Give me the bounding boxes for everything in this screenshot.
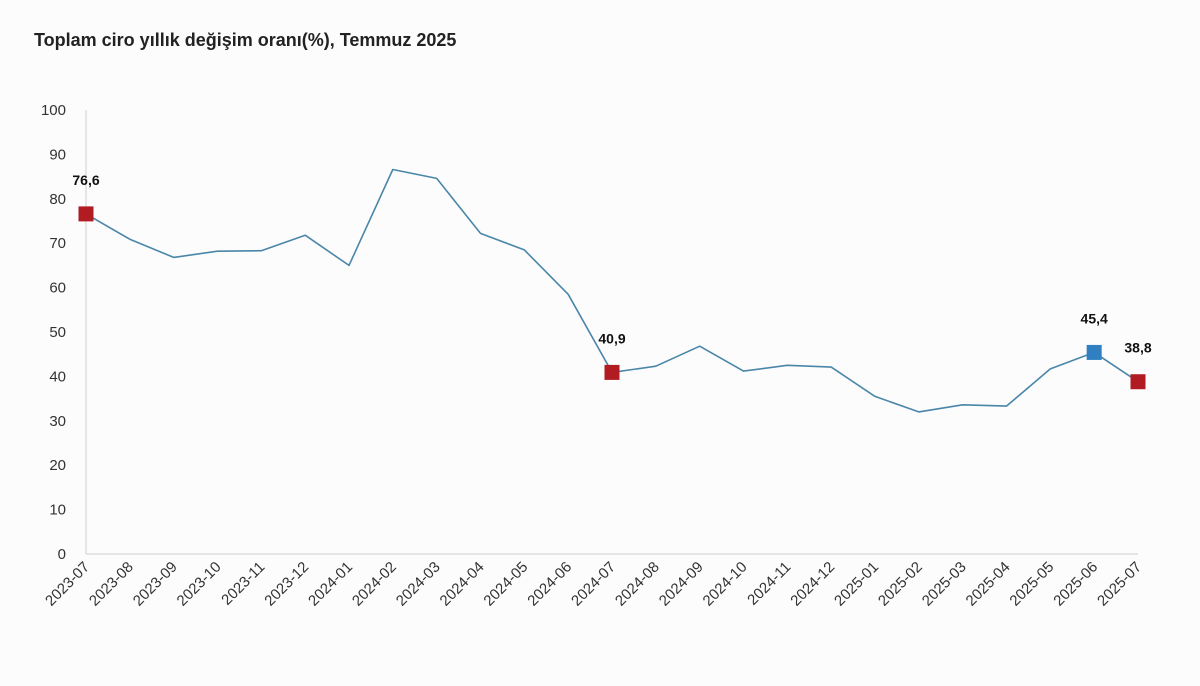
x-tick-label: 2024-08: [612, 559, 663, 610]
x-tick-label: 2024-09: [656, 559, 707, 610]
x-tick-label: 2024-06: [524, 559, 575, 610]
y-tick-label: 0: [58, 546, 66, 563]
x-tick-label: 2023-11: [218, 559, 268, 609]
y-tick-label: 70: [49, 235, 66, 252]
data-label: 40,9: [598, 330, 625, 346]
data-label: 76,6: [72, 172, 99, 188]
x-tick-label: 2025-07: [1094, 559, 1145, 610]
data-label: 38,8: [1124, 340, 1151, 356]
data-label: 45,4: [1081, 310, 1108, 326]
y-tick-label: 40: [49, 368, 66, 385]
x-tick-label: 2023-08: [86, 559, 137, 610]
x-tick-label: 2024-11: [744, 559, 794, 609]
y-tick-label: 90: [49, 146, 66, 163]
x-tick-label: 2024-07: [568, 559, 619, 610]
x-tick-label: 2025-06: [1050, 559, 1101, 610]
x-tick-label: 2024-04: [437, 559, 488, 610]
x-tick-label: 2025-02: [875, 559, 926, 610]
x-tick-label: 2025-05: [1006, 559, 1057, 610]
x-tick-label: 2024-02: [349, 559, 400, 610]
y-tick-label: 50: [49, 324, 66, 341]
y-tick-label: 80: [49, 191, 66, 208]
x-tick-label: 2025-04: [963, 559, 1014, 610]
highlight-marker: [78, 206, 94, 222]
highlight-marker: [604, 364, 620, 380]
highlight-marker: [1130, 374, 1146, 390]
x-tick-label: 2024-12: [787, 559, 838, 610]
x-tick-label: 2023-10: [174, 559, 225, 610]
chart-title: Toplam ciro yıllık değişim oranı(%), Tem…: [34, 30, 457, 50]
x-tick-label: 2024-10: [700, 559, 751, 610]
highlight-marker: [1086, 344, 1102, 360]
x-tick-label: 2023-09: [130, 559, 181, 610]
x-tick-label: 2024-01: [305, 559, 356, 610]
x-tick-label: 2025-03: [919, 559, 970, 610]
x-tick-label: 2025-01: [831, 559, 882, 610]
y-tick-label: 100: [41, 102, 66, 119]
y-tick-label: 30: [49, 413, 66, 430]
x-tick-label: 2024-05: [480, 559, 531, 610]
x-tick-label: 2023-12: [261, 559, 312, 610]
y-tick-label: 10: [49, 502, 66, 519]
x-tick-label: 2023-07: [42, 559, 93, 610]
y-tick-label: 60: [49, 280, 66, 297]
x-tick-label: 2024-03: [393, 559, 444, 610]
y-tick-label: 20: [49, 457, 66, 474]
